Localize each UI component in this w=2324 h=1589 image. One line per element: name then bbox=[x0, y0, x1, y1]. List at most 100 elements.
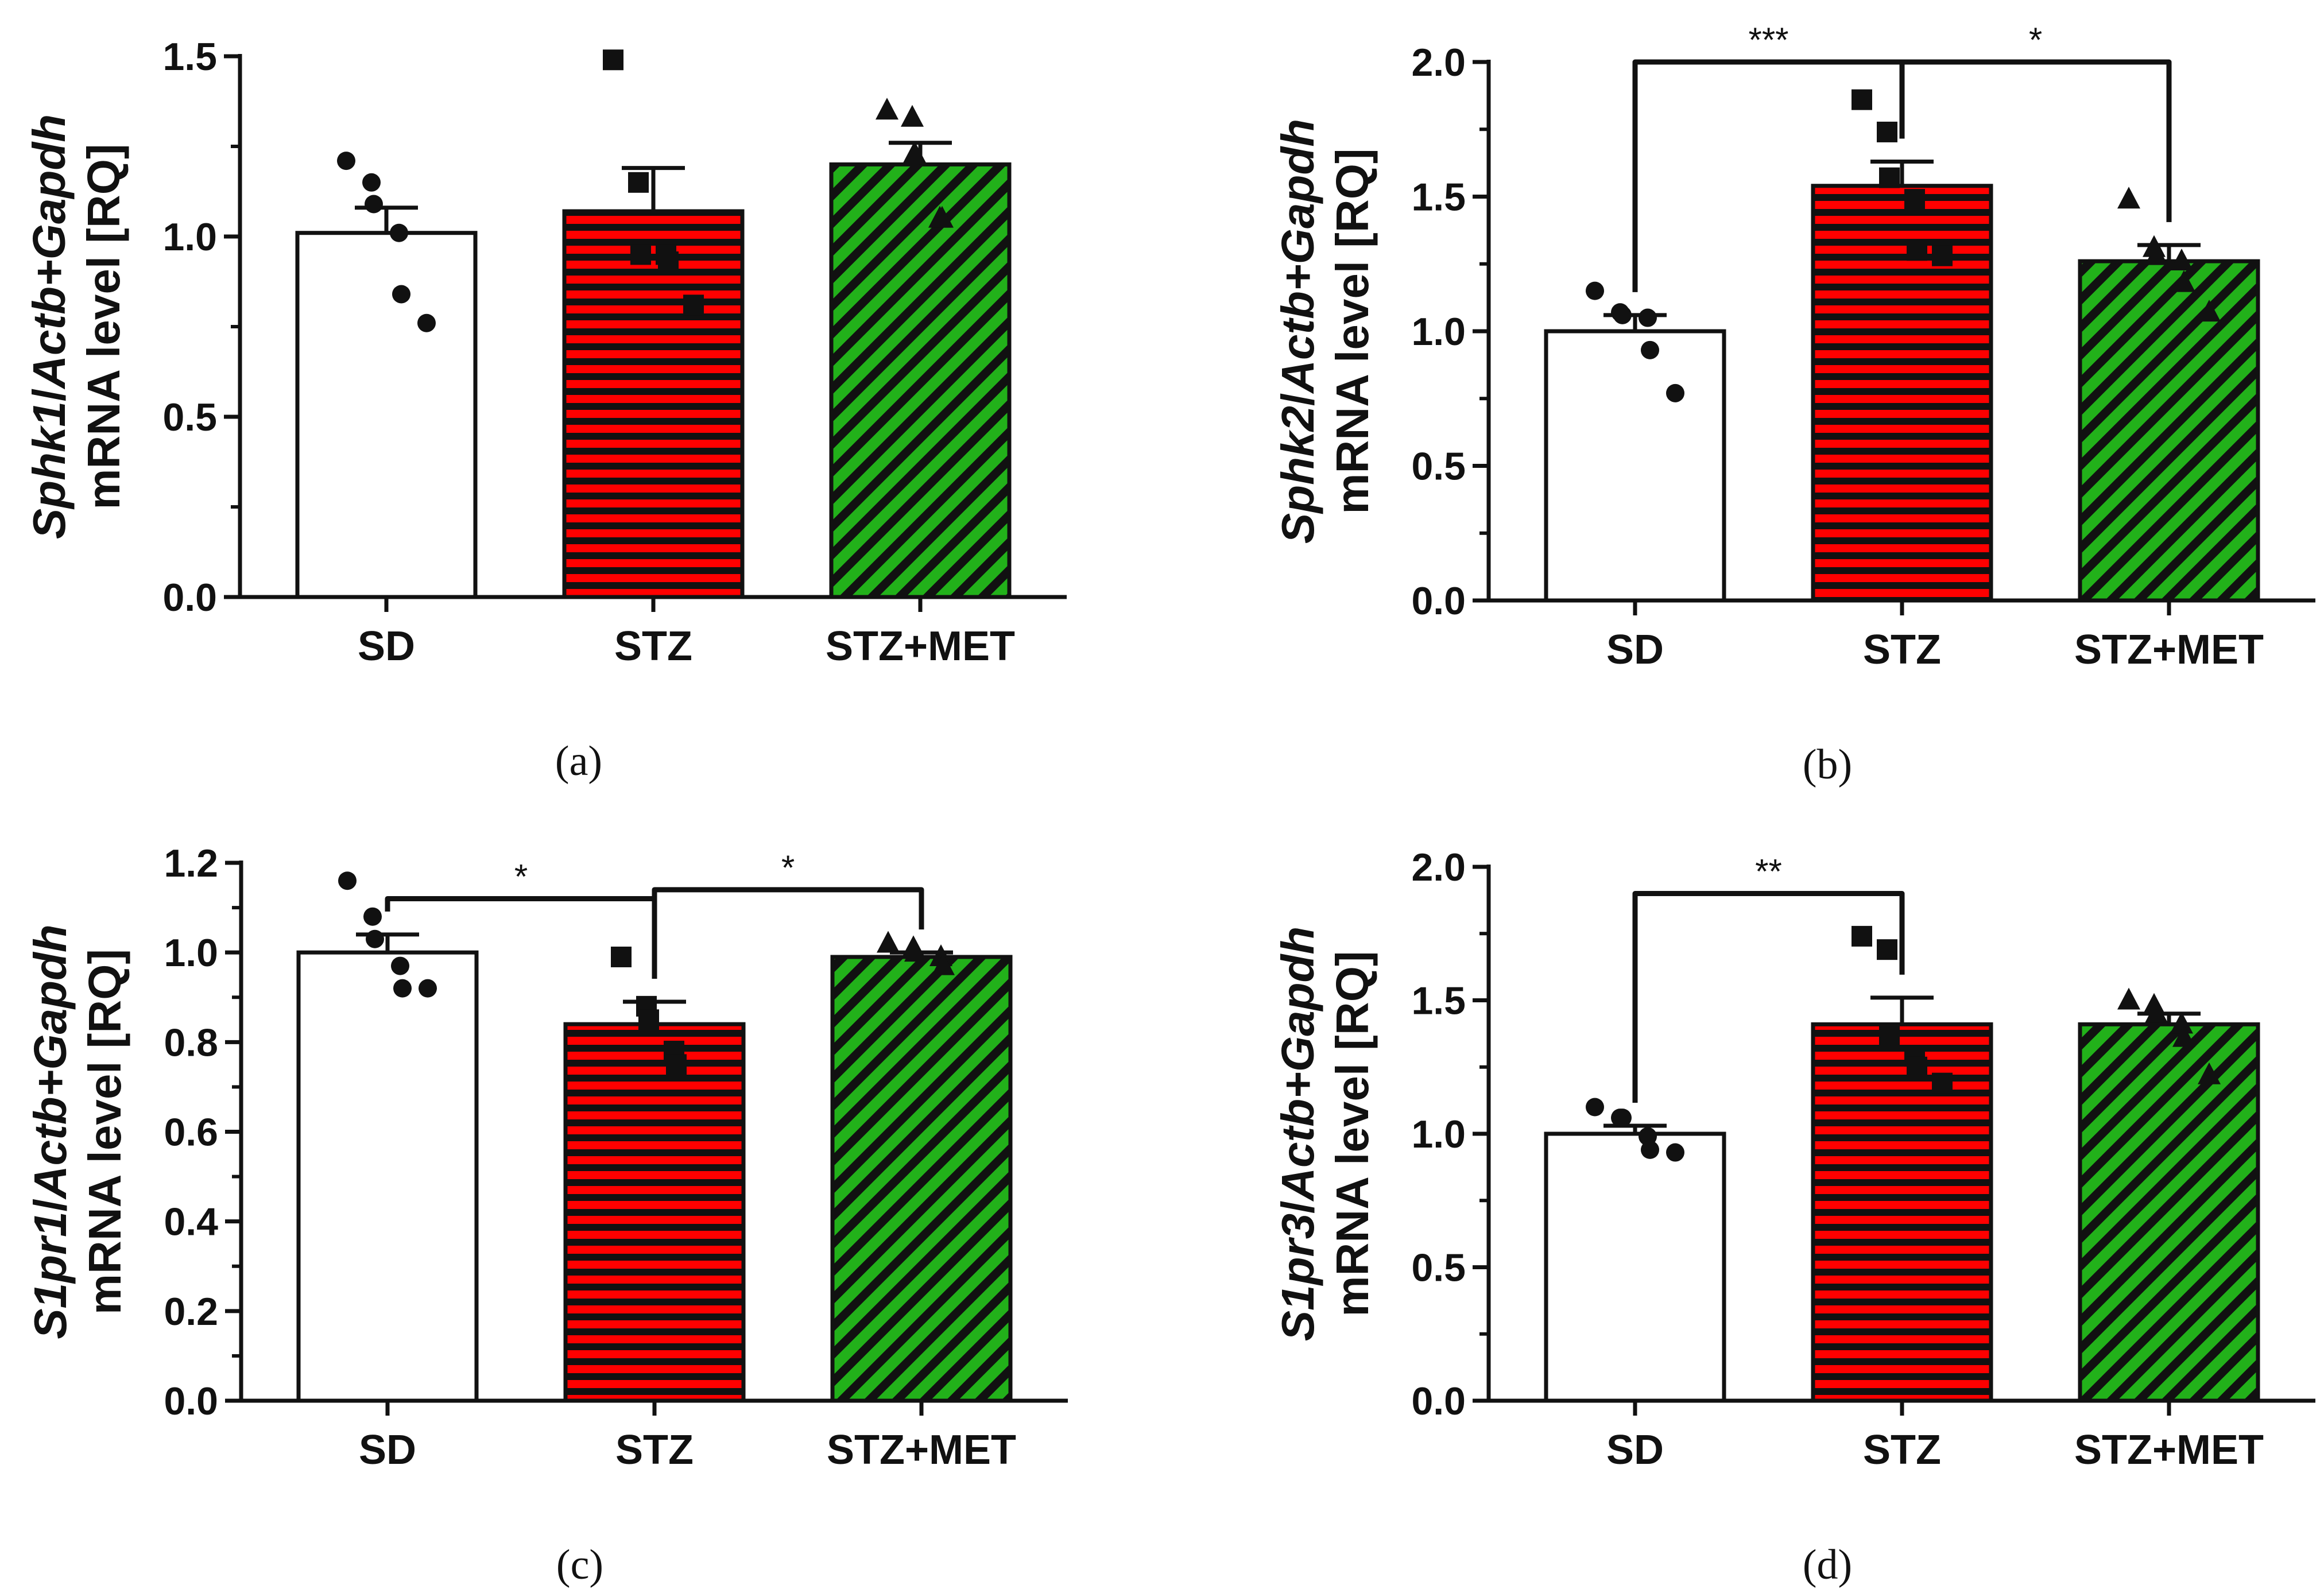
y-tick-label: 0.5 bbox=[162, 396, 217, 439]
y-axis-title-sep: / bbox=[1272, 393, 1323, 406]
y-tick-label: 1.0 bbox=[162, 215, 217, 259]
y-tick-label: 0.0 bbox=[1411, 579, 1466, 623]
y-tick-label: 1.0 bbox=[164, 931, 218, 975]
significance-bracket bbox=[652, 887, 924, 979]
x-tick-label: SD bbox=[1606, 1427, 1664, 1473]
data-point bbox=[390, 223, 408, 242]
data-point bbox=[417, 313, 436, 332]
y-axis-title-sep: / bbox=[25, 1199, 76, 1211]
bar bbox=[295, 231, 478, 599]
bar bbox=[829, 162, 1012, 599]
x-tick-label: STZ bbox=[1863, 627, 1941, 673]
data-point bbox=[1639, 308, 1657, 327]
y-tick-label: 0.5 bbox=[1411, 445, 1466, 489]
y-axis-title-sep: / bbox=[1272, 1201, 1323, 1214]
panel-label: (d) bbox=[1803, 1541, 1852, 1588]
y-axis-title-gene: Sphk2 bbox=[1272, 406, 1323, 544]
data-point bbox=[904, 940, 927, 962]
data-point bbox=[419, 979, 437, 998]
y-axis-title-gene: S1pr1 bbox=[25, 1211, 76, 1339]
data-point bbox=[363, 907, 382, 926]
y-tick-label: 1.2 bbox=[164, 842, 218, 885]
y-tick-label: 1.0 bbox=[1411, 310, 1466, 354]
data-point bbox=[2198, 300, 2221, 322]
y-axis-title-line1: S1pr1/Actb+Gapdh bbox=[25, 924, 76, 1339]
bar bbox=[2078, 259, 2260, 603]
chart-panel: 0.0 0.5 1.0 1.5 SD STZ STZ+MET Sphk1/Actb+Gapdh… bbox=[24, 35, 1067, 785]
y-tick-label: 1.5 bbox=[1411, 979, 1466, 1023]
data-point bbox=[903, 141, 926, 163]
bar bbox=[1811, 1022, 1993, 1403]
y-axis-title-line1: S1pr3/Actb+Gapdh bbox=[1272, 927, 1323, 1341]
x-tick-label: SD bbox=[1606, 627, 1664, 673]
data-point bbox=[2170, 249, 2193, 271]
data-point bbox=[1907, 1056, 1927, 1078]
significance-label: * bbox=[2029, 21, 2042, 59]
x-tick-label: STZ bbox=[614, 623, 692, 669]
data-point bbox=[393, 979, 412, 998]
significance-label: *** bbox=[1748, 21, 1788, 59]
bar bbox=[296, 950, 479, 1403]
data-point bbox=[1852, 925, 1872, 947]
data-point bbox=[2145, 1001, 2168, 1023]
y-axis-title-line1: Sphk2/Actb+Gapdh bbox=[1272, 119, 1323, 544]
significance-label: * bbox=[781, 848, 795, 887]
significance-bracket bbox=[1632, 891, 1905, 1103]
x-tick-label: SD bbox=[359, 1427, 416, 1473]
significance-label: * bbox=[514, 857, 528, 896]
chart-panel: 0.0 0.2 0.4 0.6 0.8 1.0 1.2 SD STZ STZ+MET S1pr1/A… bbox=[25, 842, 1068, 1588]
bar bbox=[1544, 1131, 1726, 1403]
data-point bbox=[1877, 939, 1897, 960]
data-point bbox=[1852, 89, 1872, 110]
data-point bbox=[876, 98, 898, 120]
data-point bbox=[603, 49, 623, 71]
data-point bbox=[1613, 1109, 1632, 1127]
data-point bbox=[1907, 240, 1927, 261]
y-tick-label: 0.0 bbox=[162, 576, 217, 619]
data-point bbox=[1932, 245, 1953, 266]
y-tick-label: 0.5 bbox=[1411, 1246, 1466, 1290]
data-point bbox=[2117, 987, 2140, 1010]
data-point bbox=[1932, 1072, 1953, 1094]
y-axis-title-gene: Sphk1 bbox=[24, 401, 75, 539]
data-point bbox=[1586, 1098, 1604, 1117]
x-tick-label: STZ+MET bbox=[2074, 627, 2264, 673]
data-point bbox=[1877, 121, 1897, 142]
x-tick-label: STZ+MET bbox=[2074, 1427, 2264, 1473]
data-point bbox=[1641, 1140, 1659, 1159]
data-point bbox=[658, 251, 679, 272]
data-point bbox=[877, 931, 900, 953]
significance-bracket bbox=[1899, 59, 2172, 222]
chart-panel: 0.0 0.5 1.0 1.5 2.0 SD STZ STZ+MET S1pr3/Actb+Ga… bbox=[1272, 846, 2315, 1588]
significance-label: ** bbox=[1755, 852, 1782, 891]
y-axis-title-gene: S1pr3 bbox=[1272, 1214, 1323, 1341]
panel-label: (c) bbox=[556, 1541, 603, 1588]
bar bbox=[563, 1022, 746, 1403]
y-axis-title-ref: Actb+Gapdh bbox=[24, 114, 75, 390]
y-tick-label: 0.4 bbox=[164, 1200, 218, 1244]
y-axis-title-ref: Actb+Gapdh bbox=[1272, 927, 1323, 1202]
x-tick-label: STZ+MET bbox=[827, 1427, 1016, 1473]
bar bbox=[562, 209, 745, 599]
y-tick-label: 0.0 bbox=[164, 1379, 218, 1423]
data-point bbox=[666, 1054, 687, 1075]
x-tick-label: STZ+MET bbox=[826, 623, 1015, 669]
data-point bbox=[366, 929, 384, 948]
data-point bbox=[1879, 1024, 1900, 1045]
data-point bbox=[611, 946, 632, 967]
data-point bbox=[2198, 1062, 2221, 1084]
data-point bbox=[2172, 270, 2195, 292]
y-axis-title-line1: Sphk1/Actb+Gapdh bbox=[24, 114, 75, 539]
data-point bbox=[1613, 305, 1632, 324]
y-axis-title-ref: Actb+Gapdh bbox=[25, 924, 76, 1200]
data-point bbox=[338, 871, 357, 890]
data-point bbox=[630, 244, 651, 265]
x-tick-label: STZ bbox=[615, 1427, 694, 1473]
bar bbox=[1811, 184, 1993, 603]
y-axis-title-sep: / bbox=[24, 389, 75, 401]
data-point bbox=[628, 172, 649, 193]
data-point bbox=[1904, 189, 1925, 210]
y-axis-title-ref: Actb+Gapdh bbox=[1272, 119, 1323, 394]
y-tick-label: 0.0 bbox=[1411, 1379, 1466, 1423]
